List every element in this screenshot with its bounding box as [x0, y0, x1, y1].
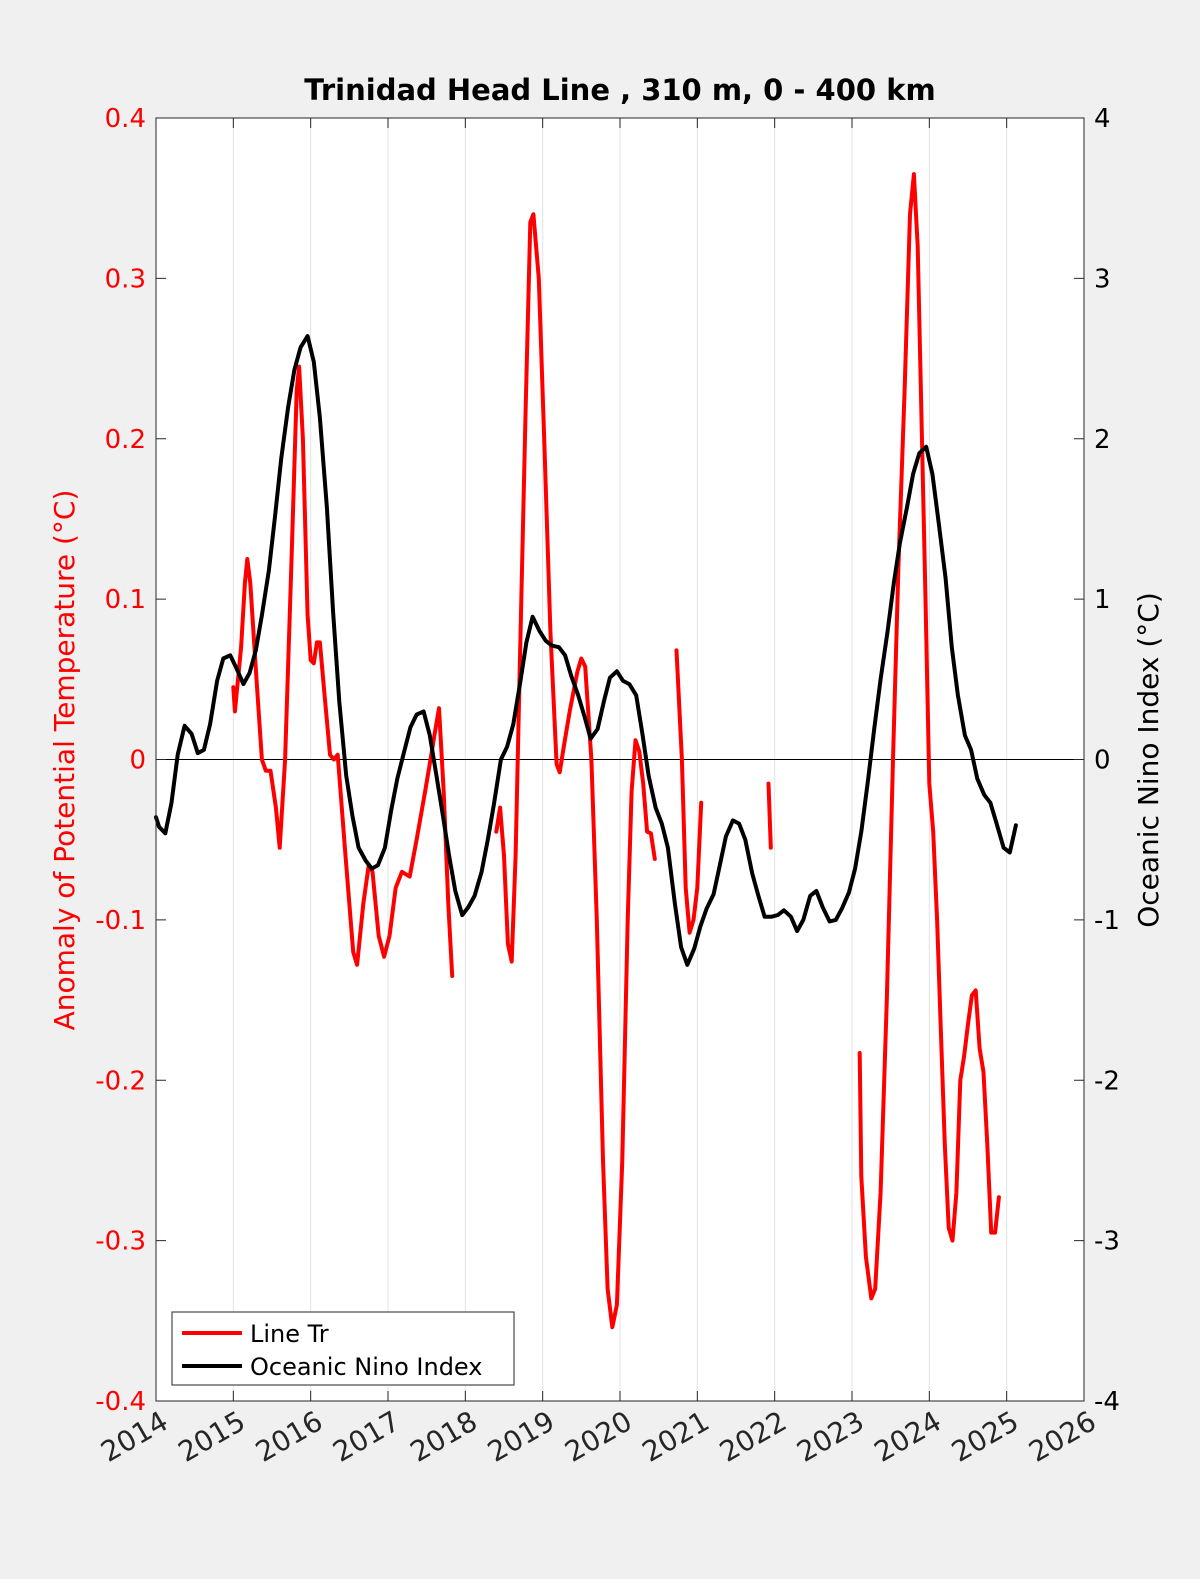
y-right-tick-label: -4	[1094, 1387, 1120, 1417]
x-tick-label: 2022	[714, 1404, 792, 1468]
series-layer	[154, 172, 1018, 1330]
y-left-tick-label: -0.2	[95, 1066, 146, 1096]
y-right-tick-label: -3	[1094, 1227, 1120, 1257]
series-line-tr-line	[494, 212, 657, 1330]
tick-labels: 2 0 1 4 2015 2016 2017 2018 2019 2020 2021 2022 2023…	[95, 104, 1120, 1469]
y-axis-left-label: Anomaly of Potential Temperature (°C)	[48, 490, 81, 1031]
x-tick-label: 2023	[791, 1404, 869, 1468]
tick-marks	[155, 117, 1085, 1402]
y-right-tick-label: 2	[1094, 425, 1111, 455]
series-oceanic-nino-index-line	[154, 334, 1018, 967]
x-tick-label: 2015	[173, 1404, 251, 1468]
x-tick-label: 2026	[1023, 1404, 1101, 1468]
chart-title: Trinidad Head Line , 310 m, 0 - 400 km	[304, 73, 935, 107]
y-left-tick-label: 0.2	[105, 425, 146, 455]
x-tick-label: 2025	[946, 1404, 1024, 1468]
y-axis-right-label: Oceanic Nino Index (°C)	[1132, 592, 1165, 928]
series-line-tr-line	[857, 172, 1001, 1301]
y-left-tick-label: 0.3	[105, 264, 146, 294]
legend-box	[171, 1311, 515, 1386]
series-line-tr-line	[231, 364, 455, 978]
y-right-tick-label: -1	[1094, 906, 1120, 936]
legend: Line Tr Oceanic Nino Index	[171, 1311, 515, 1386]
x-tick-label: 2019	[482, 1404, 560, 1468]
x-tick-label: 2018	[405, 1404, 483, 1468]
y-left-tick-label: -0.4	[95, 1387, 146, 1417]
y-right-tick-label: 4	[1094, 104, 1111, 134]
y-right-tick-label: 0	[1094, 746, 1111, 776]
y-left-tick-label: 0	[129, 746, 146, 776]
y-right-tick-label: 1	[1094, 585, 1111, 615]
x-tick-label: 2021	[637, 1404, 715, 1468]
x-tick-label: 2020	[559, 1404, 637, 1468]
legend-line-tr-label: Line Tr	[250, 1320, 329, 1348]
y-left-tick-label: 0.1	[105, 585, 146, 615]
y-left-tick-label: -0.1	[95, 906, 146, 936]
y-right-tick-label: -2	[1094, 1066, 1120, 1096]
series-line-tr-line	[674, 648, 704, 935]
legend-oni-label: Oceanic Nino Index	[250, 1353, 482, 1381]
y-right-tick-label: 3	[1094, 264, 1111, 294]
y-left-tick-label: 0.4	[105, 104, 146, 134]
x-tick-label: 2016	[250, 1404, 328, 1468]
x-tick-label: 2017	[327, 1404, 405, 1468]
x-tick-label: 2024	[869, 1404, 947, 1468]
series-line-tr-line	[766, 781, 773, 850]
y-left-tick-label: -0.3	[95, 1227, 146, 1257]
